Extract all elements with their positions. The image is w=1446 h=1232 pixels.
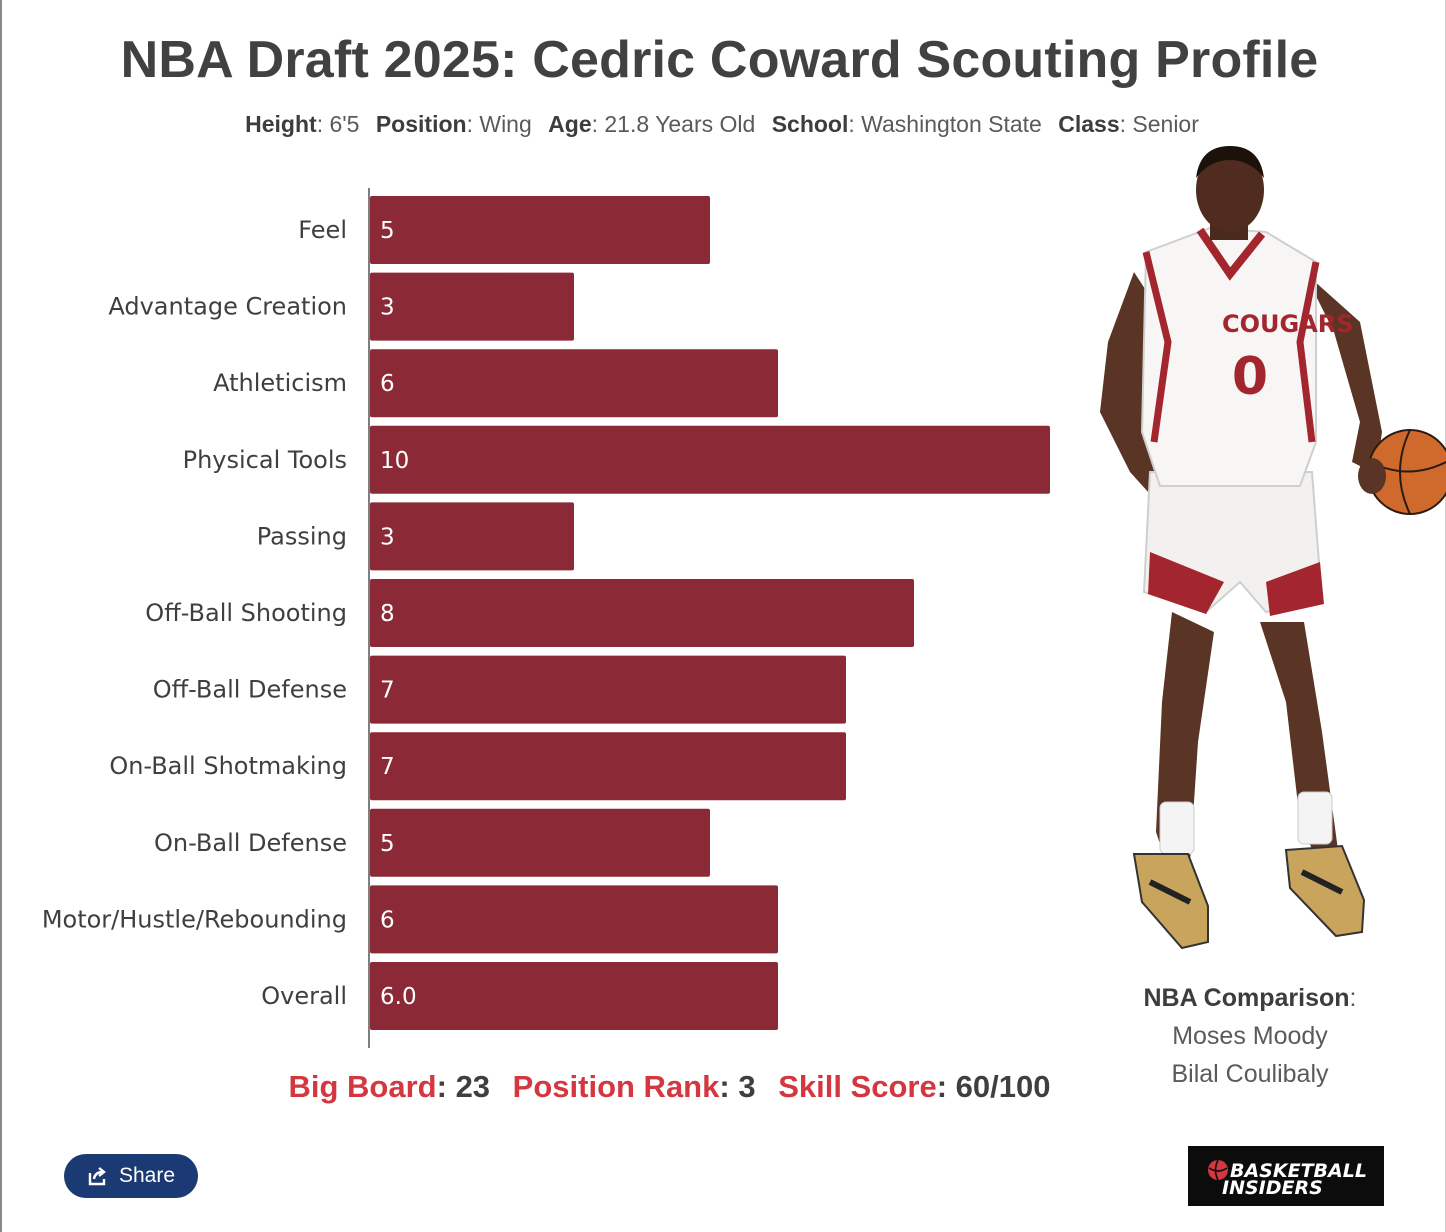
share-label: Share xyxy=(118,1164,176,1187)
nba-comparison: NBA Comparison: Moses Moody Bilal Coulib… xyxy=(1092,979,1408,1093)
bar xyxy=(370,196,710,264)
comparison-label: NBA Comparison xyxy=(1143,984,1350,1012)
age-label: Age xyxy=(548,111,592,137)
comparison-player: Moses Moody xyxy=(1172,1022,1328,1050)
height-label: Height xyxy=(245,111,317,137)
height-value: 6'5 xyxy=(329,111,360,137)
bar xyxy=(370,349,778,418)
category-label: Physical Tools xyxy=(183,446,347,474)
logo-line1: BASKETBALL xyxy=(1230,1160,1367,1182)
value-label: 7 xyxy=(380,754,395,780)
share-icon xyxy=(88,1167,106,1186)
category-label: Athleticism xyxy=(213,369,347,397)
category-label: Advantage Creation xyxy=(108,293,347,321)
share-button[interactable]: Share xyxy=(64,1154,198,1198)
bar xyxy=(370,579,914,647)
value-label: 6 xyxy=(380,907,395,933)
bar xyxy=(370,962,778,1030)
category-label: Motor/Hustle/Rebounding xyxy=(42,905,347,933)
bar xyxy=(370,885,778,954)
bar xyxy=(370,655,846,724)
skill-score-value: 60/100 xyxy=(955,1069,1051,1104)
bar xyxy=(370,732,846,801)
page-title: NBA Draft 2025: Cedric Coward Scouting P… xyxy=(120,31,1319,89)
school-label: School xyxy=(771,111,849,137)
jersey-number-text: 0 xyxy=(1232,347,1268,407)
player-profile-line: Height: 6'5 Position: Wing Age: 21.8 Yea… xyxy=(245,111,1199,137)
position-value: Wing xyxy=(479,111,532,137)
school-value: Washington State xyxy=(861,111,1042,137)
category-label: On-Ball Defense xyxy=(154,829,347,857)
class-value: Senior xyxy=(1132,111,1199,137)
category-label: Overall xyxy=(261,982,347,1010)
bar xyxy=(370,502,574,571)
bar xyxy=(370,808,710,877)
comparison-player: Bilal Coulibaly xyxy=(1171,1060,1329,1088)
skill-score-label: Skill Score xyxy=(778,1069,937,1104)
big-board-label: Big Board xyxy=(288,1069,437,1104)
category-label: Off-Ball Defense xyxy=(153,676,347,704)
value-label: 10 xyxy=(380,448,409,474)
age-value: 21.8 Years Old xyxy=(604,111,756,137)
bar xyxy=(370,272,574,341)
value-label: 6 xyxy=(380,371,395,397)
category-label: Passing xyxy=(257,522,347,550)
player-photo: COUGARS 0 xyxy=(1100,146,1446,950)
logo-ball-icon xyxy=(1208,1160,1228,1180)
bar xyxy=(370,425,1050,494)
position-label: Position xyxy=(375,111,467,137)
category-label: On-Ball Shotmaking xyxy=(109,752,347,780)
value-label: 7 xyxy=(380,678,395,704)
class-label: Class xyxy=(1058,111,1120,137)
jersey-team-text: COUGARS xyxy=(1222,310,1354,338)
value-label: 5 xyxy=(380,831,395,857)
rankings-line: Big Board: 23 Position Rank: 3 Skill Sco… xyxy=(288,1069,1051,1104)
position-rank-label: Position Rank xyxy=(512,1069,720,1104)
skill-bar-chart: Feel 5 Advantage Creation 3 Athleticism 6 Phys… xyxy=(42,188,1050,1048)
value-label: 3 xyxy=(380,524,395,550)
value-label: 6.0 xyxy=(380,984,417,1010)
category-label: Feel xyxy=(298,216,347,244)
basketball-insiders-logo: BASKETBALL INSIDERS xyxy=(1188,1146,1384,1206)
position-rank-value: 3 xyxy=(738,1069,756,1104)
value-label: 5 xyxy=(380,218,395,244)
big-board-value: 23 xyxy=(455,1069,491,1104)
value-label: 3 xyxy=(380,295,395,321)
logo-line2: INSIDERS xyxy=(1222,1177,1323,1199)
value-label: 8 xyxy=(380,601,395,627)
category-label: Off-Ball Shooting xyxy=(145,599,347,627)
